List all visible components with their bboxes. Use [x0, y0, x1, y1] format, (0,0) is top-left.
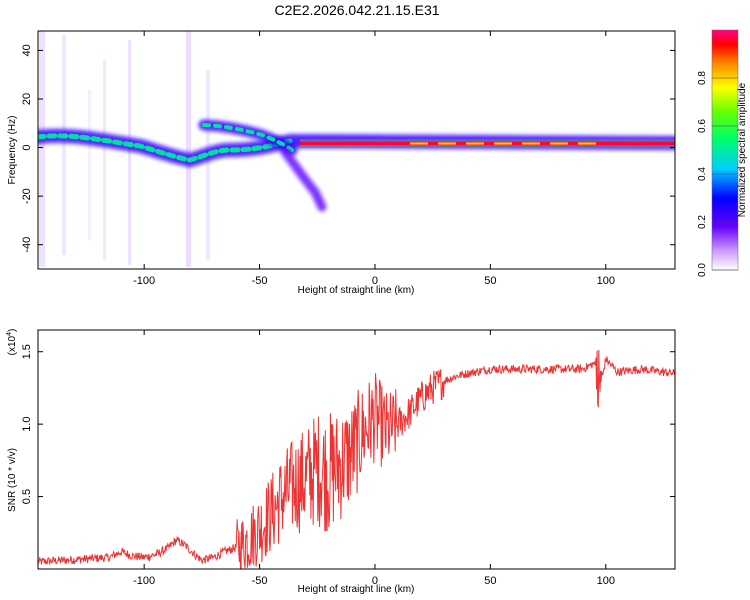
spectrogram-y-tick-label: 40 [21, 44, 33, 56]
spectrogram-y-label: Frequency (Hz) [7, 116, 18, 185]
spectrogram-y-tick-label: 20 [21, 93, 33, 105]
spectrogram-y-tick-label: 0 [21, 145, 33, 151]
spectrogram-ticks: -100 -50 0 50 100 -40 -20 0 20 40 [21, 31, 675, 287]
spectrogram-y-tick-label: -20 [21, 188, 33, 204]
snr-x-tick-label: -50 [252, 575, 268, 587]
snr-x-tick-label: 0 [372, 575, 378, 587]
spectrogram-plot-area [38, 31, 675, 267]
lower-branch-halo [280, 147, 327, 212]
colorbar-tick-label: 0.0 [697, 263, 708, 277]
snr-x-tick-label: 100 [597, 575, 615, 587]
noise-streak [39, 31, 45, 267]
colorbar-gradient [712, 30, 738, 270]
spectrogram-panel: -100 -50 0 50 100 -40 -20 0 20 40 Height of strai… [7, 30, 676, 296]
spectrogram-frame [37, 30, 676, 270]
colorbar-label: Normalized spectral amplitude [737, 82, 748, 217]
colorbar-tick-label: 0.2 [697, 215, 708, 229]
snr-plot-area [38, 349, 675, 569]
spectrogram-x-tick-label: 0 [372, 275, 378, 287]
snr-ticks: -100 -50 0 50 100 0.5 1.0 1.5 [21, 330, 675, 587]
colorbar: 0.0 0.2 0.4 0.6 0.8 Normalized spectral ampl… [697, 29, 748, 277]
spectrogram-x-tick-label: 100 [597, 275, 615, 287]
colorbar-ticks: 0.0 0.2 0.4 0.6 0.8 [697, 71, 738, 277]
upper-branch-core [202, 123, 294, 152]
spectral-features [38, 119, 675, 212]
colorbar-tick-label: 0.6 [697, 119, 708, 133]
noise-streak [88, 90, 91, 240]
noise-streak [206, 70, 210, 260]
snr-x-tick-label: -100 [133, 575, 155, 587]
noise-streak [186, 31, 191, 267]
noise-streak [128, 40, 131, 265]
snr-frame [37, 329, 676, 570]
snr-series-line [38, 349, 675, 569]
snr-x-tick-label: 50 [484, 575, 496, 587]
colorbar-tick-label: 0.4 [697, 167, 708, 181]
spectrogram-x-label: Height of straight line (km) [298, 285, 415, 296]
colorbar-tick-label: 0.8 [697, 71, 708, 85]
snr-y-tick-label: 1.5 [21, 344, 33, 359]
snr-panel: -100 -50 0 50 100 0.5 1.0 1.5 Height of straigh… [6, 329, 676, 595]
spectrogram-y-tick-label: -40 [21, 237, 33, 253]
snr-y-label: SNR (10 * v/v) [7, 448, 18, 512]
chart-title: C2E2.2026.042.21.15.E31 [274, 2, 439, 18]
snr-y-tick-label: 1.0 [21, 417, 33, 432]
snr-scale-note: (x104) [6, 329, 18, 356]
noise-streak [62, 35, 66, 255]
spectrogram-x-tick-label: -50 [252, 275, 268, 287]
main-trace-core [38, 133, 293, 163]
spectrogram-x-tick-label: -100 [133, 275, 155, 287]
spectrogram-x-tick-label: 50 [484, 275, 496, 287]
noise-streak [103, 60, 106, 260]
snr-y-tick-label: 0.5 [21, 489, 33, 504]
snr-x-label: Height of straight line (km) [298, 584, 415, 595]
noise-speckles [39, 31, 210, 267]
